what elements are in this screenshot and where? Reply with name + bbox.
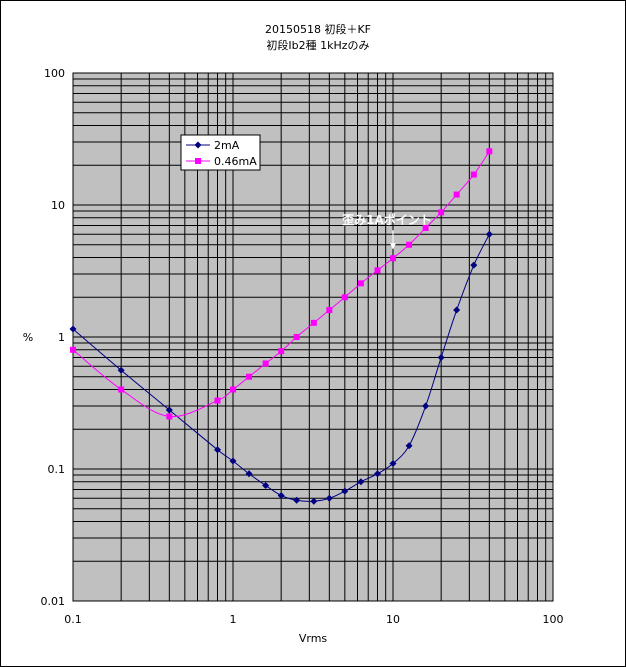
data-point xyxy=(165,406,173,414)
data-point xyxy=(405,442,413,450)
legend-box xyxy=(180,134,261,171)
x-tick-label: 0.1 xyxy=(64,613,82,626)
data-point xyxy=(293,334,300,340)
data-point xyxy=(262,360,269,367)
chart-title: 20150518 初段＋KF 初段Ib2種 1kHzのみ xyxy=(265,22,371,52)
data-point xyxy=(310,497,318,505)
legend: 2mA 0.46mA xyxy=(180,134,261,171)
x-axis-ticks: 0.1 1 10 100 xyxy=(64,613,563,626)
data-point xyxy=(390,255,396,262)
data-point xyxy=(406,241,413,248)
legend-item: 2mA xyxy=(186,139,240,152)
chart-title-line-1: 20150518 初段＋KF xyxy=(265,22,371,36)
data-point xyxy=(214,397,221,404)
data-point xyxy=(245,470,253,478)
data-point xyxy=(374,267,381,274)
data-point xyxy=(422,402,430,410)
data-point xyxy=(357,280,364,287)
data-point xyxy=(293,496,301,504)
series-1 xyxy=(69,230,493,505)
data-point xyxy=(357,478,365,486)
data-point xyxy=(389,460,397,468)
data-point xyxy=(230,386,236,393)
series-2 xyxy=(70,148,493,420)
data-point xyxy=(118,386,125,393)
data-point xyxy=(262,481,270,489)
y-axis-label: % xyxy=(23,331,33,344)
data-point xyxy=(486,148,493,155)
data-point xyxy=(326,307,333,314)
y-tick-label: 100 xyxy=(44,67,65,80)
data-point xyxy=(246,373,253,380)
plot-border xyxy=(72,72,554,602)
data-point xyxy=(373,470,381,478)
data-point xyxy=(310,319,317,326)
legend-marker xyxy=(195,158,201,164)
annotation-text: 歪み1Aポイント xyxy=(342,212,432,227)
annotation-layer: 歪み1Aポイント xyxy=(342,212,432,250)
x-tick-label: 100 xyxy=(543,613,564,626)
chart-title-line-2: 初段Ib2種 1kHzのみ xyxy=(266,38,369,52)
data-point xyxy=(69,325,77,333)
data-point xyxy=(341,487,349,495)
data-point xyxy=(470,261,478,269)
y-tick-label: 0.1 xyxy=(48,463,66,476)
legend-item: 0.46mA xyxy=(186,155,257,168)
y-tick-label: 10 xyxy=(51,199,65,212)
data-point xyxy=(470,171,477,178)
series-layer xyxy=(69,148,493,505)
legend-marker xyxy=(194,141,202,149)
data-point xyxy=(278,348,285,355)
data-point xyxy=(166,413,173,420)
data-point xyxy=(437,353,445,361)
legend-label: 0.46mA xyxy=(214,155,257,168)
data-point xyxy=(70,346,76,353)
data-point xyxy=(453,306,461,314)
y-tick-label: 0.01 xyxy=(41,595,66,608)
data-point xyxy=(438,209,445,216)
x-axis-label: Vrms xyxy=(299,632,328,645)
annotation-arrow-head xyxy=(390,243,396,250)
y-axis-ticks: 0.01 0.1 1 10 100 xyxy=(41,67,66,608)
legend-label: 2mA xyxy=(214,139,240,152)
data-point xyxy=(341,294,348,301)
data-point xyxy=(213,446,221,454)
data-point xyxy=(453,191,460,198)
y-tick-label: 1 xyxy=(58,331,65,344)
plot-area xyxy=(72,72,554,602)
x-tick-label: 10 xyxy=(386,613,400,626)
data-point xyxy=(485,230,493,238)
data-point xyxy=(325,494,333,502)
x-tick-label: 1 xyxy=(230,613,237,626)
data-point xyxy=(422,224,429,231)
data-point xyxy=(117,366,125,374)
data-point xyxy=(229,457,237,465)
data-point xyxy=(277,491,285,499)
